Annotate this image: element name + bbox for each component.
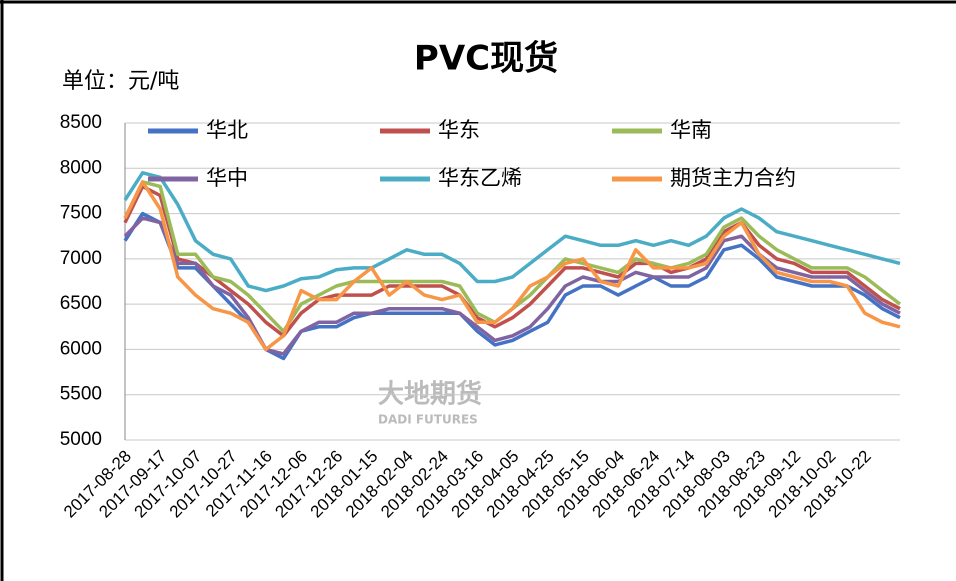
y-tick-label: 5000 [60, 429, 102, 450]
y-tick-label: 6500 [60, 293, 102, 314]
y-tick-label: 8000 [60, 157, 102, 178]
y-tick-label: 5500 [60, 384, 102, 405]
legend-label: 华中 [206, 166, 248, 190]
y-tick-label: 8500 [60, 112, 102, 133]
legend-label: 华东 [438, 118, 480, 142]
y-tick-label: 7000 [60, 248, 102, 269]
legend-label: 期货主力合约 [670, 166, 796, 190]
y-axis-label: 单位：元/吨 [62, 69, 179, 94]
legend-label: 华北 [206, 118, 248, 142]
y-tick-label: 6000 [60, 338, 102, 359]
legend-label: 华东乙烯 [438, 166, 522, 190]
watermark-sub: DADI FUTURES [378, 413, 478, 427]
watermark: 大地期货 [378, 379, 482, 410]
series-line [123, 180, 901, 352]
series-line [123, 184, 901, 338]
legend-label: 华南 [670, 118, 712, 142]
chart-title: PVC现货 [414, 39, 558, 79]
series-line [123, 171, 901, 293]
y-tick-label: 7500 [60, 203, 102, 224]
